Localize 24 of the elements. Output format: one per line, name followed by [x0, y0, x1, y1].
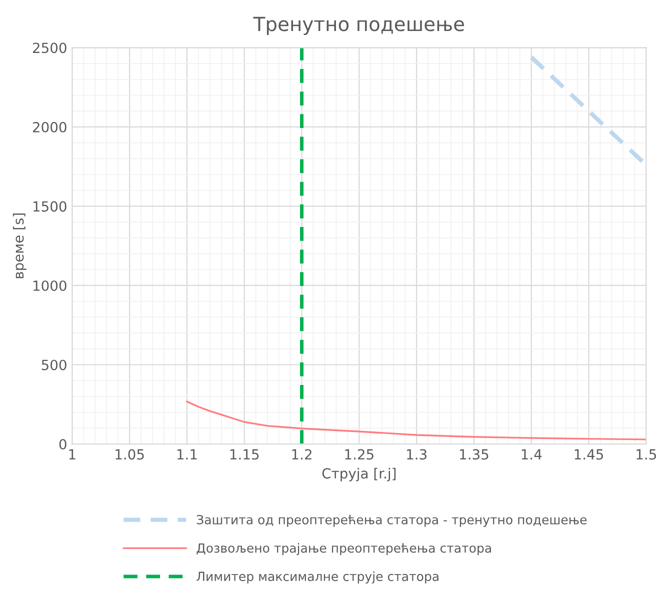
x-tick-label: 1 — [69, 449, 76, 460]
chart-title: Тренутно подешење — [253, 16, 464, 36]
x-tick-label: 1.5 — [636, 449, 656, 460]
y-tick-label: 2500 — [32, 42, 66, 54]
x-tick-label: 1.1 — [177, 449, 197, 460]
y-tick-label: 0 — [59, 438, 66, 450]
x-tick-label: 1.45 — [574, 449, 604, 460]
y-tick-label: 1500 — [33, 201, 66, 212]
y-tick-label: 2000 — [32, 122, 66, 132]
x-tick-label: 1.25 — [345, 449, 374, 460]
x-tick-label: 1.35 — [460, 449, 488, 460]
y-tick-label: 500 — [42, 360, 66, 370]
line-series — [186, 400, 646, 440]
x-axis-title: Струја [r.j] — [322, 468, 396, 482]
x-tick-label: 1.2 — [292, 449, 312, 460]
x-tick-label: 1.4 — [522, 449, 542, 460]
x-tick-label: 1.3 — [407, 449, 426, 460]
x-tick-label: 1.15 — [230, 449, 259, 460]
x-tick-label: 1.05 — [116, 449, 144, 460]
y-axis-title: време [s] — [12, 214, 26, 278]
legend-label: Дозвољено трајање преоптерећења статора — [196, 543, 491, 556]
legend-label: Лимитер максималне струје статора — [196, 571, 438, 584]
y-tick-label: 1000 — [33, 280, 66, 291]
legend-label: Заштита од преоптерећења статора - тренутно подешење — [196, 514, 587, 527]
